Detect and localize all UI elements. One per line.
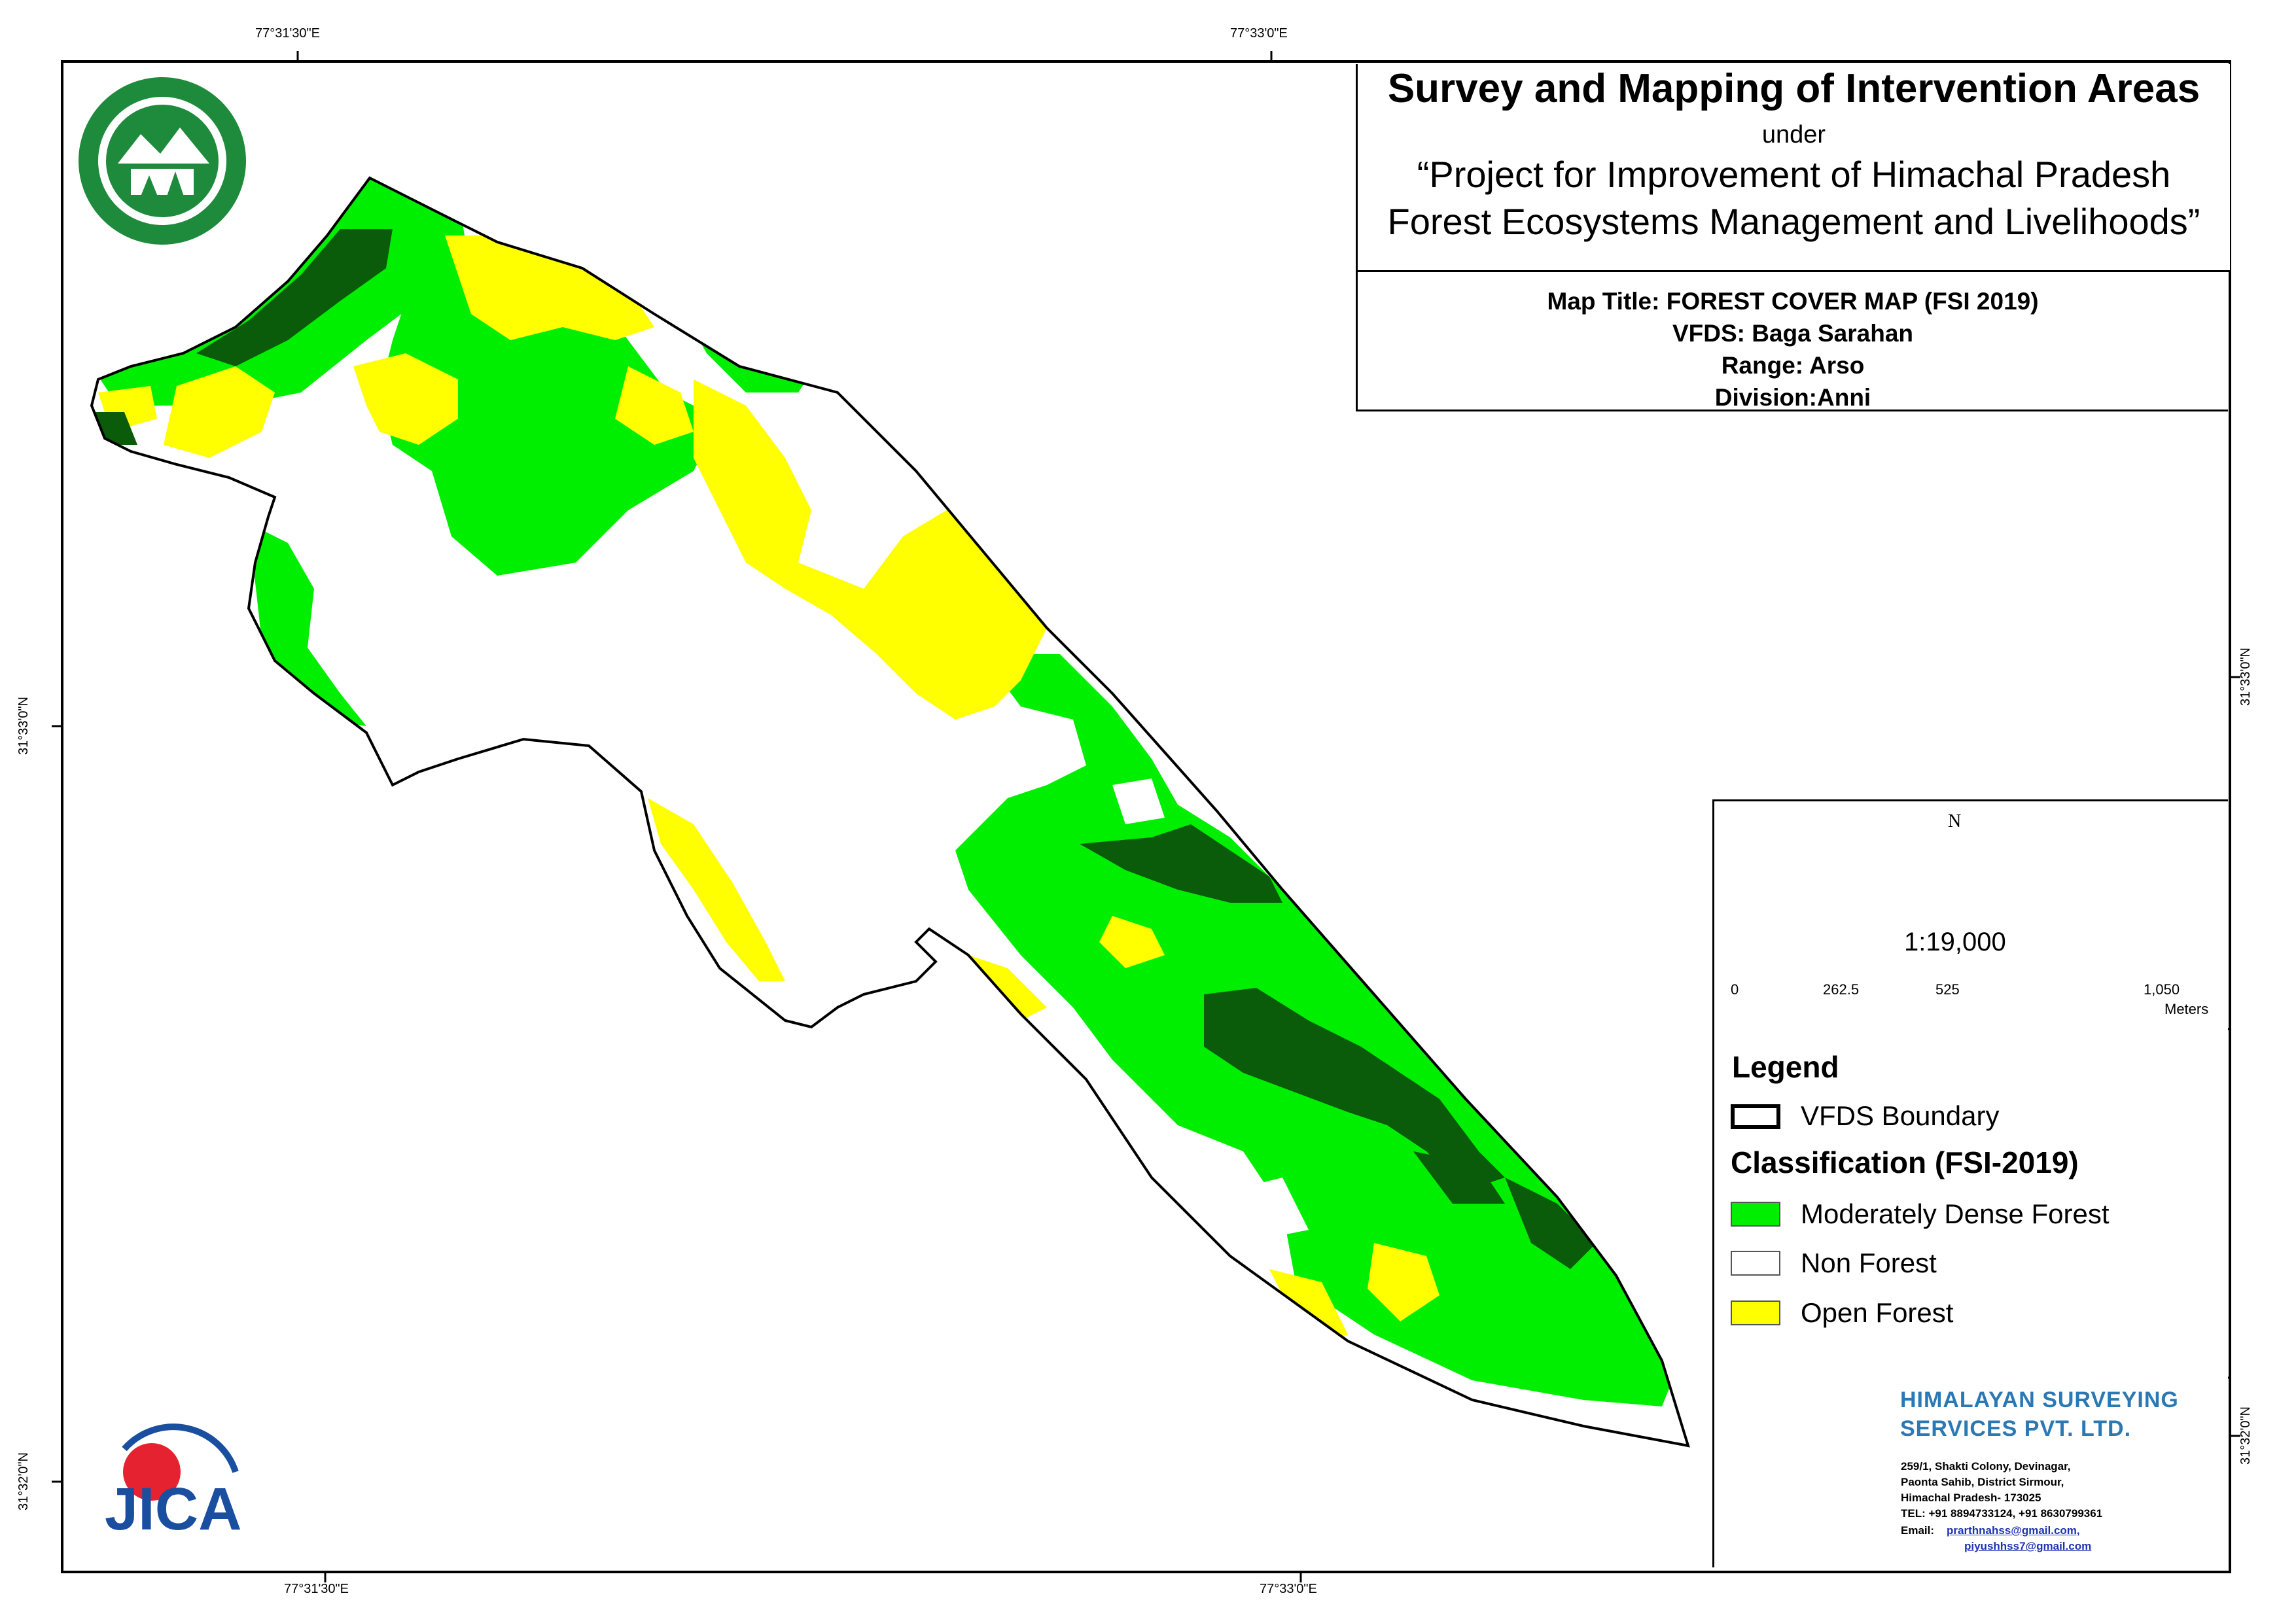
vfds-boundary bbox=[90, 176, 1690, 1448]
company-address-2: Paonta Sahib, District Sirmour, bbox=[1901, 1476, 2064, 1488]
scale-tick-2: 525 bbox=[1935, 981, 1960, 998]
map-title: Map Title: FOREST COVER MAP (FSI 2019) bbox=[1547, 288, 2039, 315]
range-name: Range: Arso bbox=[1721, 352, 1865, 379]
coord-bottom-2: 77°33'0"E bbox=[1260, 1582, 1317, 1596]
project-title-line2: Forest Ecosystems Management and Livelih… bbox=[1387, 201, 2200, 242]
open-forest-west-1 bbox=[164, 366, 275, 458]
company-name-line1: HIMALAYAN SURVEYING bbox=[1900, 1387, 2179, 1412]
hp-forest-department-seal-icon bbox=[79, 77, 246, 245]
graticule-ticks bbox=[52, 51, 2240, 1582]
scale-unit: Meters bbox=[2164, 1001, 2209, 1017]
title-block: Survey and Mapping of Intervention Areas… bbox=[1356, 64, 2230, 272]
legend-label-mdf: Moderately Dense Forest bbox=[1801, 1198, 2110, 1229]
scale-ratio: 1:19,000 bbox=[1904, 928, 2006, 956]
coord-left-1: 31°33'0"N bbox=[16, 697, 31, 755]
non-forest-hole-2 bbox=[1230, 1178, 1309, 1243]
company-address-3: Himachal Pradesh- 173025 bbox=[1901, 1492, 2041, 1504]
under-text: under bbox=[1761, 121, 1826, 148]
company-email-1[interactable]: prarthnahss@gmail.com, bbox=[1947, 1524, 2080, 1537]
coord-right-2: 31°32'0"N bbox=[2238, 1406, 2253, 1465]
open-forest-south-west bbox=[648, 798, 785, 981]
company-email-label: Email: bbox=[1901, 1524, 1935, 1537]
vdf-patch-east-1 bbox=[1080, 824, 1282, 903]
legend-swatch-mdf bbox=[1731, 1202, 1780, 1227]
legend-label-openforest: Open Forest bbox=[1801, 1297, 1954, 1328]
map-info-block: Map Title: FOREST COVER MAP (FSI 2019) V… bbox=[1356, 272, 2228, 411]
open-forest-center bbox=[694, 379, 1047, 720]
project-title-line1: “Project for Improvement of Himachal Pra… bbox=[1417, 154, 2171, 195]
coord-left-2: 31°32'0"N bbox=[16, 1452, 31, 1510]
legend-swatch-boundary bbox=[1731, 1104, 1780, 1129]
survey-title: Survey and Mapping of Intervention Areas bbox=[1387, 66, 2200, 111]
coord-top-1: 77°31'30"E bbox=[255, 26, 320, 41]
north-label: N bbox=[1948, 811, 1962, 831]
open-forest-southeast bbox=[1368, 1243, 1439, 1321]
open-forest-north bbox=[445, 236, 654, 340]
mdf-patch-north-central bbox=[380, 249, 720, 576]
vfds-name: VFDS: Baga Sarahan bbox=[1672, 320, 1914, 347]
scale-tick-1: 262.5 bbox=[1823, 981, 1860, 998]
open-forest-west-2 bbox=[353, 353, 458, 445]
company-tel: TEL: +91 8894733124, +91 8630799361 bbox=[1901, 1507, 2103, 1520]
jica-wordmark: JICA bbox=[105, 1476, 242, 1543]
open-forest-south-2 bbox=[1099, 916, 1165, 968]
legend-panel bbox=[1712, 799, 2228, 1567]
legend-swatch-openforest bbox=[1731, 1300, 1780, 1325]
vdf-patch-east-2 bbox=[1204, 988, 1505, 1191]
open-forest-south bbox=[968, 955, 1047, 1021]
jica-logo-icon bbox=[122, 1423, 239, 1501]
vdf-patch-east-4 bbox=[1413, 1151, 1505, 1204]
company-address-1: 259/1, Shakti Colony, Devinagar, bbox=[1901, 1460, 2071, 1473]
non-forest-hole-1 bbox=[1112, 778, 1165, 824]
vdf-patch-northwest bbox=[196, 229, 393, 366]
legend-label-boundary: VFDS Boundary bbox=[1801, 1100, 2000, 1131]
vdf-patch-east-3 bbox=[1505, 1178, 1597, 1269]
scale-tick-0: 0 bbox=[1731, 981, 1739, 998]
legend-classification-heading: Classification (FSI-2019) bbox=[1731, 1145, 2079, 1179]
legend-swatch-nonforest bbox=[1731, 1251, 1780, 1276]
legend-label-nonforest: Non Forest bbox=[1801, 1248, 1937, 1278]
open-forest-center-2 bbox=[615, 366, 694, 445]
division-name: Division:Anni bbox=[1714, 384, 1871, 411]
coord-bottom-1: 77°31'30"E bbox=[284, 1582, 349, 1596]
scale-tick-3: 1,050 bbox=[2144, 981, 2180, 998]
coord-top-2: 77°33'0"E bbox=[1230, 26, 1288, 41]
company-name-line2: SERVICES PVT. LTD. bbox=[1900, 1416, 2132, 1441]
vfds-area bbox=[90, 176, 1690, 1448]
map-frame bbox=[61, 60, 2231, 1573]
legend-heading: Legend bbox=[1732, 1050, 1839, 1084]
coord-right-1: 31°33'0"N bbox=[2238, 648, 2253, 706]
company-email-2[interactable]: piyushhss7@gmail.com bbox=[1964, 1540, 2092, 1552]
mdf-patch-west bbox=[249, 523, 366, 726]
